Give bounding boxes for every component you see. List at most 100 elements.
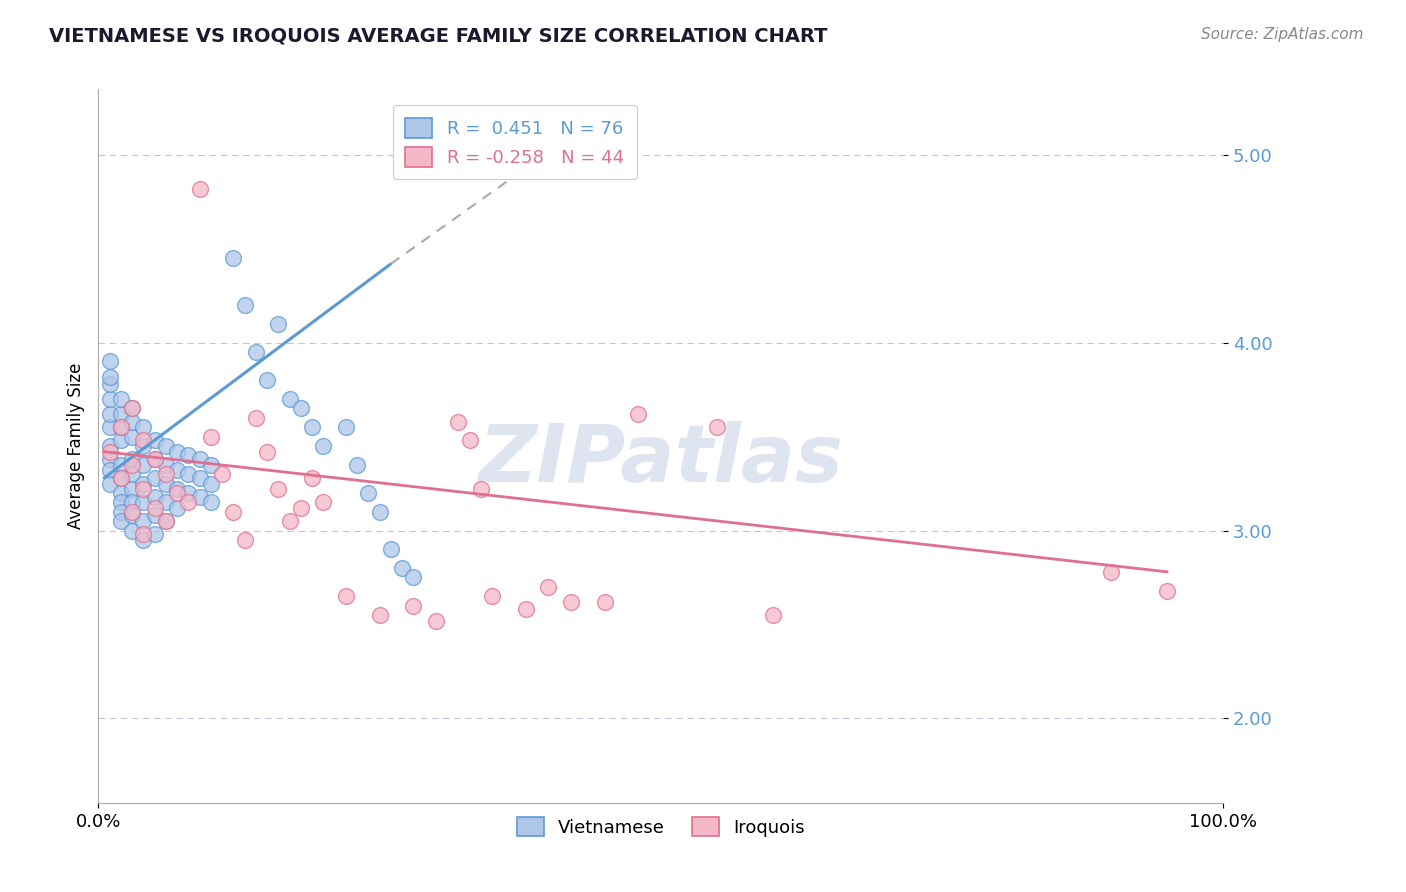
Point [290,401,312,416]
Point [98,354,121,368]
Point [121,495,143,509]
Point [346,458,368,472]
Point [132,533,155,547]
Point [188,490,211,504]
Point [143,508,166,523]
Point [357,486,380,500]
Point [188,471,211,485]
Point [155,467,177,482]
Point [110,505,132,519]
Point [256,444,278,458]
Y-axis label: Average Family Size: Average Family Size [66,363,84,529]
Point [143,490,166,504]
Point [155,514,177,528]
Point [290,500,312,515]
Point [278,514,301,528]
Point [143,452,166,467]
Point [233,533,256,547]
Point [132,439,155,453]
Point [98,392,121,406]
Point [110,471,132,485]
Text: ZIPatlas: ZIPatlas [478,421,844,500]
Point [121,482,143,496]
Point [143,471,166,485]
Point [110,471,132,485]
Point [278,392,301,406]
Point [335,420,357,434]
Point [245,410,267,425]
Point [481,589,503,603]
Point [155,476,177,491]
Point [121,401,143,416]
Point [143,434,166,448]
Point [155,514,177,528]
Point [245,345,267,359]
Point [132,458,155,472]
Point [402,599,425,613]
Point [110,458,132,472]
Point [155,495,177,509]
Point [98,420,121,434]
Point [132,495,155,509]
Point [98,444,121,458]
Point [177,486,200,500]
Point [132,476,155,491]
Point [200,495,222,509]
Point [121,524,143,538]
Point [537,580,560,594]
Point [121,505,143,519]
Point [256,373,278,387]
Point [222,251,245,265]
Point [200,458,222,472]
Point [98,407,121,421]
Text: Source: ZipAtlas.com: Source: ZipAtlas.com [1201,27,1364,42]
Point [110,434,132,448]
Point [267,482,290,496]
Point [368,607,391,622]
Point [470,482,492,496]
Point [143,500,166,515]
Point [211,467,233,482]
Point [177,449,200,463]
Point [335,589,357,603]
Point [560,595,582,609]
Point [110,420,132,434]
Point [98,476,121,491]
Point [132,514,155,528]
Point [110,392,132,406]
Point [121,458,143,472]
Point [143,527,166,541]
Point [368,505,391,519]
Point [301,420,323,434]
Point [132,527,155,541]
Point [110,407,132,421]
Point [110,495,132,509]
Point [110,486,132,500]
Point [132,434,155,448]
Point [132,420,155,434]
Point [98,439,121,453]
Point [200,476,222,491]
Point [762,607,785,622]
Point [155,439,177,453]
Point [121,415,143,429]
Point [188,452,211,467]
Point [110,514,132,528]
Point [121,452,143,467]
Point [1156,583,1178,598]
Point [391,561,413,575]
Point [200,429,222,443]
Point [1099,565,1122,579]
Point [593,595,616,609]
Point [121,429,143,443]
Point [515,602,537,616]
Point [267,317,290,331]
Point [132,482,155,496]
Point [166,444,188,458]
Point [166,486,188,500]
Point [121,401,143,416]
Point [458,434,481,448]
Point [402,570,425,584]
Point [110,420,132,434]
Text: VIETNAMESE VS IROQUOIS AVERAGE FAMILY SIZE CORRELATION CHART: VIETNAMESE VS IROQUOIS AVERAGE FAMILY SI… [49,27,828,45]
